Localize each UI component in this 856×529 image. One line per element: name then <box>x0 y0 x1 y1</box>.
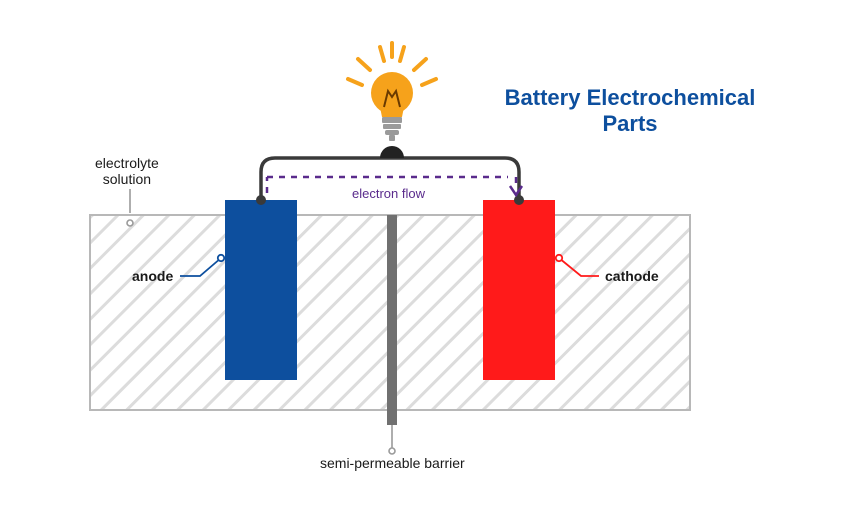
anode-electrode <box>225 200 297 380</box>
electrolyte-pointer <box>127 189 133 226</box>
cathode-electrode <box>483 200 555 380</box>
anode-label: anode <box>132 268 173 284</box>
wire-cap-anode <box>256 195 266 205</box>
title-line2: Parts <box>500 111 760 137</box>
diagram-svg <box>0 0 856 524</box>
load-node <box>380 146 404 158</box>
barrier-pointer <box>389 425 395 454</box>
cathode-label: cathode <box>605 268 659 284</box>
electrolyte-label: electrolyte solution <box>95 155 159 187</box>
barrier <box>387 215 397 425</box>
barrier-label: semi-permeable barrier <box>320 455 465 471</box>
lightbulb-icon <box>348 43 436 141</box>
diagram-title: Battery Electrochemical Parts <box>500 85 760 138</box>
title-line1: Battery Electrochemical <box>500 85 760 111</box>
electron-flow-label: electron flow <box>352 186 425 201</box>
